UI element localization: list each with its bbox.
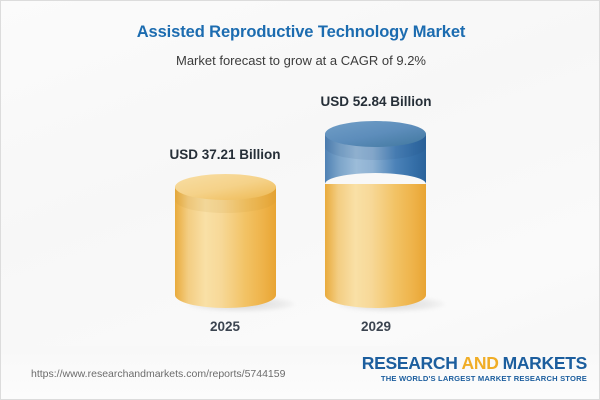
bar-cylinder-2025: [175, 174, 276, 308]
bar-value-label-2029: USD 52.84 Billion: [320, 94, 432, 109]
logo-tagline: THE WORLD'S LARGEST MARKET RESEARCH STOR…: [380, 374, 587, 383]
report-url-link[interactable]: https://www.researchandmarkets.com/repor…: [31, 368, 286, 380]
logo-word-and: AND: [461, 353, 499, 373]
logo-wordmark: RESEARCH AND MARKETS: [361, 353, 588, 373]
bar-value-label-2025: USD 37.21 Billion: [169, 147, 281, 162]
chart-footer: https://www.researchandmarkets.com/repor…: [1, 346, 599, 399]
logo-word-research: RESEARCH: [361, 353, 458, 373]
chart-subtitle: Market forecast to grow at a CAGR of 9.2…: [176, 53, 426, 68]
chart-header: Assisted Reproductive Technology Market …: [1, 1, 599, 68]
bar-category-label-2029: 2029: [360, 319, 392, 334]
chart-title: Assisted Reproductive Technology Market: [136, 23, 466, 41]
research-and-markets-logo[interactable]: RESEARCH AND MARKETS THE WORLD'S LARGEST M…: [361, 353, 588, 383]
bar-category-label-2025: 2025: [209, 319, 241, 334]
logo-word-markets: MARKETS: [502, 353, 588, 373]
plot-area: USD 37.21 Billion: [1, 1, 599, 346]
bar-cylinder-2029: [325, 121, 426, 308]
